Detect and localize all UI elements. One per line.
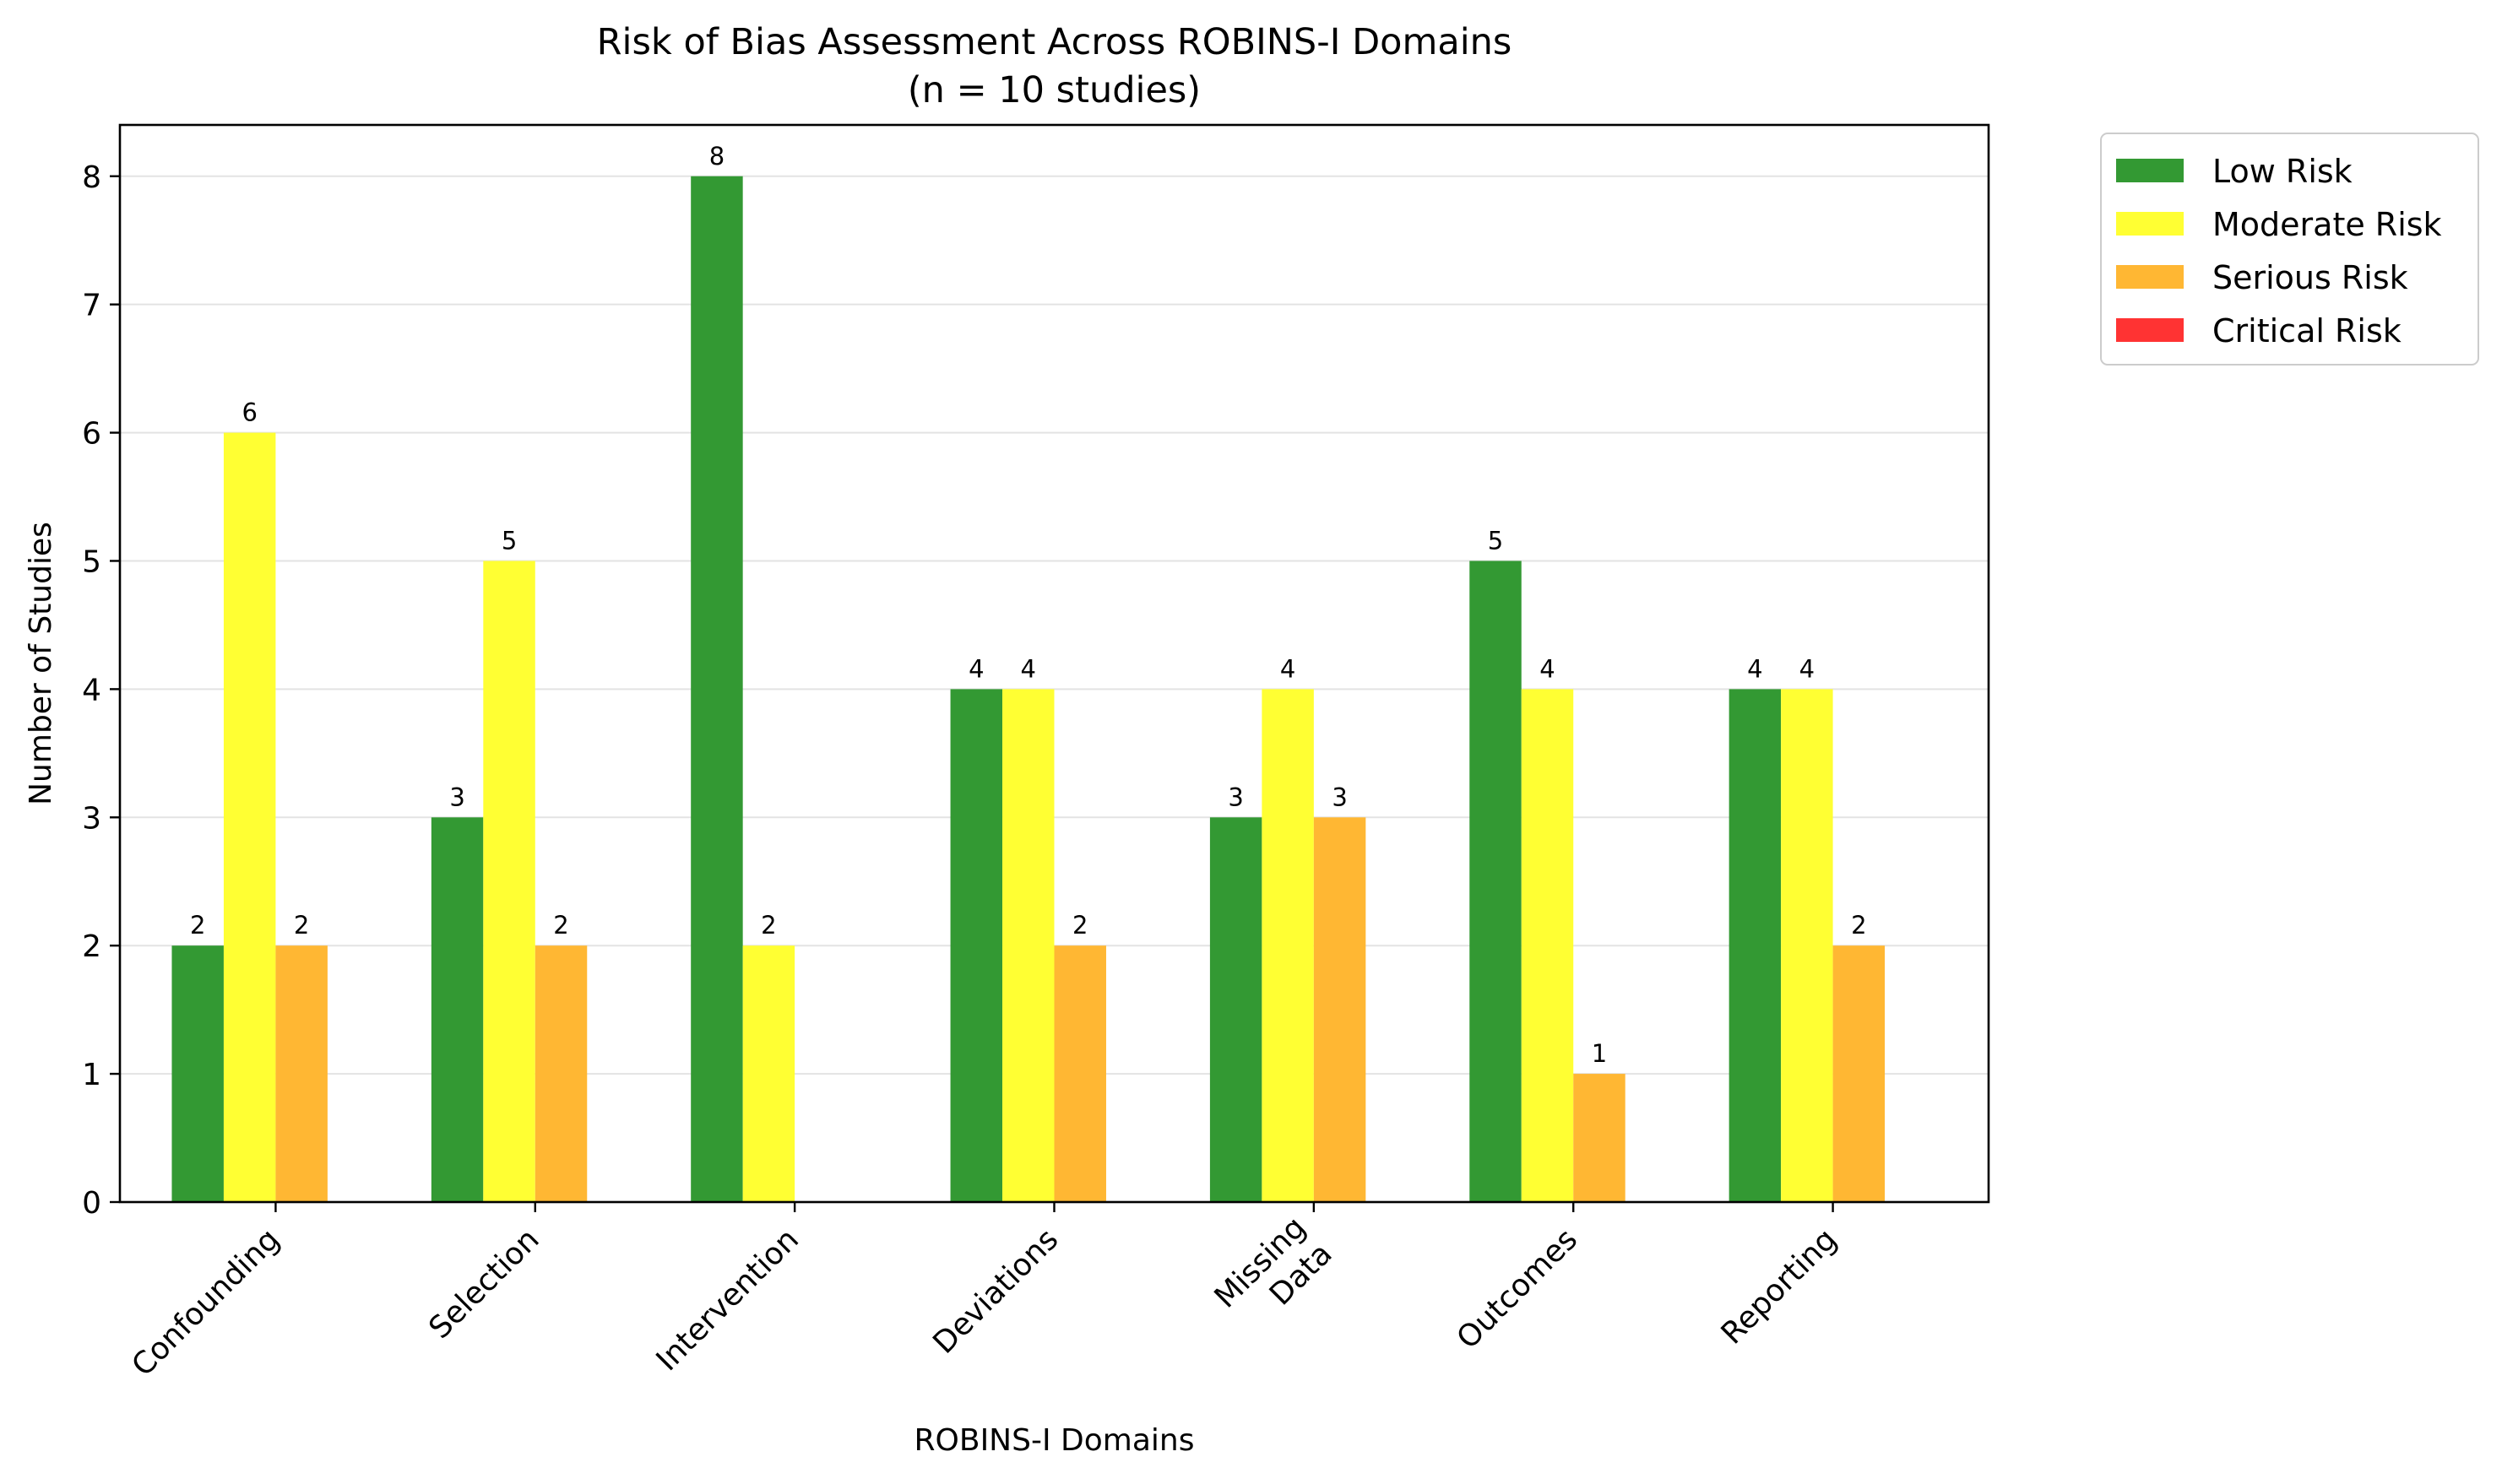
legend-label-low-risk: Low Risk [2212,153,2353,190]
legend-label-serious-risk: Serious Risk [2212,259,2408,296]
y-tick-label: 5 [82,544,101,579]
data-label: 3 [1228,783,1243,811]
legend-swatch-serious-risk [2116,265,2184,289]
data-label: 2 [294,911,309,940]
y-tick-label: 1 [82,1058,101,1092]
legend-label-critical-risk: Critical Risk [2212,312,2402,349]
bar-serious-risk [1832,945,1886,1202]
legend-label-moderate-risk: Moderate Risk [2212,206,2442,243]
x-tick-label: Selection [422,1222,545,1346]
bar-serious-risk [1313,817,1366,1202]
legend-swatch-critical-risk [2116,318,2184,342]
data-label: 2 [761,911,776,940]
x-axis: Confounding Selection Intervention Deviatio… [125,1202,1843,1384]
bar-moderate-risk [1521,689,1574,1202]
data-label: 3 [1332,783,1347,811]
y-axis-label: Number of Studies [24,522,58,805]
data-label: 2 [1072,911,1088,940]
y-tick-label: 3 [82,801,101,836]
data-label: 4 [969,654,984,683]
bar-moderate-risk [742,945,795,1202]
chart-title: Risk of Bias Assessment Across ROBINS-I … [597,21,1512,63]
chart-subtitle: (n = 10 studies) [908,69,1201,111]
bar-moderate-risk [1002,689,1055,1202]
data-label: 4 [1747,654,1762,683]
bar-low-risk [950,689,1003,1202]
x-tick-label: Deviations [926,1222,1065,1361]
bar-low-risk [1209,817,1262,1202]
data-label: 4 [1021,654,1036,683]
data-label: 4 [1799,654,1815,683]
y-tick-label: 2 [82,929,101,964]
y-axis: 0 1 2 3 4 5 6 7 8 [82,160,120,1221]
x-tick-label: Reporting [1715,1222,1844,1351]
bar-low-risk [431,817,484,1202]
legend: Low Risk Moderate Risk Serious Risk Critica… [2100,133,2479,366]
x-axis-label: ROBINS-I Domains [915,1423,1195,1458]
bar-moderate-risk [1781,689,1833,1202]
data-label: 4 [1539,654,1555,683]
y-tick-label: 0 [82,1186,101,1221]
data-label: 2 [553,911,568,940]
data-label: 3 [449,783,464,811]
data-label: 5 [502,526,517,555]
data-labels: 2 6 2 3 5 2 8 2 4 4 2 3 4 3 5 4 1 4 4 2 [190,142,1867,1068]
y-tick-label: 7 [82,289,101,323]
legend-swatch-low-risk [2116,159,2184,182]
data-label: 5 [1488,526,1503,555]
x-tick-label: Intervention [650,1222,806,1378]
bar-serious-risk [1573,1074,1625,1202]
legend-swatch-moderate-risk [2116,212,2184,236]
legend-frame [2100,133,2479,366]
x-tick-label: MissingData [1208,1210,1339,1341]
bar-moderate-risk [223,432,276,1202]
bars [171,176,1886,1202]
legend-items: Low Risk Moderate Risk Serious Risk Critica… [2116,153,2442,349]
x-tick-label: Outcomes [1451,1222,1584,1356]
data-label: 4 [1280,654,1295,683]
y-tick-label: 4 [82,673,101,707]
bar-moderate-risk [1262,689,1314,1202]
bar-serious-risk [535,945,588,1202]
bar-low-risk [691,176,743,1202]
data-label: 2 [1851,911,1866,940]
bar-serious-risk [275,945,328,1202]
bar-low-risk [1729,689,1782,1202]
bar-low-risk [1469,561,1522,1202]
x-tick-label: Confounding [125,1222,286,1384]
bar-moderate-risk [483,561,535,1202]
data-label: 2 [190,911,205,940]
bar-serious-risk [1054,945,1106,1202]
bar-low-risk [171,945,224,1202]
y-tick-label: 8 [82,160,101,195]
y-tick-label: 6 [82,417,101,452]
data-label: 8 [709,142,725,171]
data-label: 6 [242,398,257,427]
data-label: 1 [1592,1039,1607,1068]
